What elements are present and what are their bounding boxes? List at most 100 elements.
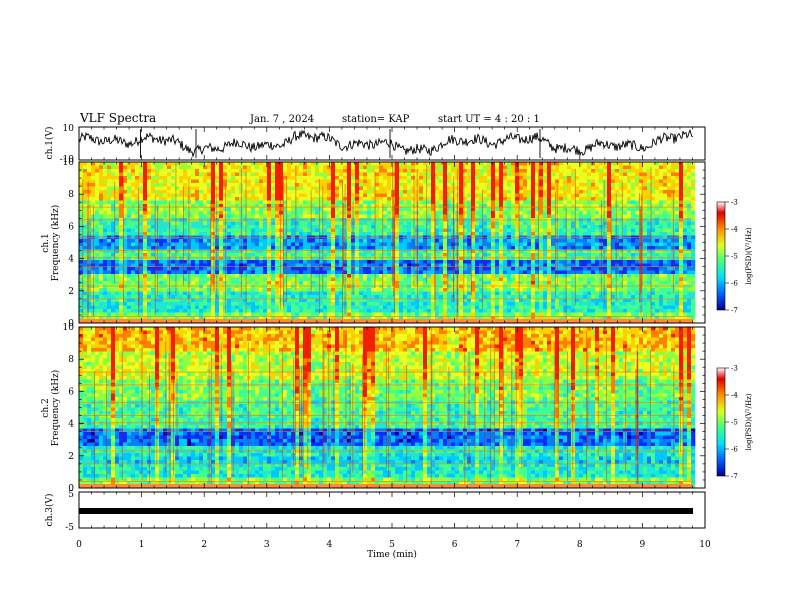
spectrogram-cell bbox=[639, 176, 644, 180]
spectrogram-cell bbox=[543, 249, 548, 254]
spectrogram-cell bbox=[291, 162, 296, 166]
spectrogram-cell bbox=[423, 197, 428, 201]
spectrogram-cell bbox=[371, 204, 376, 208]
spectrogram-cell bbox=[191, 200, 196, 205]
spectrogram-cell bbox=[363, 165, 368, 170]
spectrogram-cell bbox=[531, 232, 536, 236]
spectrogram-cell bbox=[675, 242, 680, 247]
spectrogram-cell bbox=[387, 253, 392, 257]
spectrogram-cell bbox=[463, 179, 468, 184]
spectrogram-cell bbox=[683, 172, 688, 177]
spectrogram-cell bbox=[583, 197, 588, 201]
spectrogram-cell bbox=[247, 179, 252, 184]
spectrogram-cell bbox=[227, 256, 232, 261]
spectrogram-cell bbox=[387, 207, 392, 212]
spectrogram-cell bbox=[467, 179, 472, 184]
spectrogram-cell bbox=[419, 179, 424, 184]
spectrogram-cell bbox=[107, 200, 112, 205]
spectrogram-cell bbox=[287, 214, 292, 219]
spectrogram-cell bbox=[223, 190, 228, 194]
spectrogram-cell bbox=[195, 263, 200, 268]
spectrogram-cell bbox=[407, 249, 412, 254]
spectrogram-cell bbox=[243, 207, 248, 212]
spectrogram-cell bbox=[519, 256, 524, 261]
spectrogram-cell bbox=[151, 239, 156, 243]
spectrogram-cell bbox=[203, 197, 208, 201]
spectrogram-cell bbox=[615, 242, 620, 247]
spectrogram-cell bbox=[283, 172, 288, 177]
spectrogram-cell bbox=[483, 193, 488, 198]
spectrogram-cell bbox=[407, 190, 412, 194]
spectrogram-cell bbox=[355, 267, 360, 271]
spectrogram-cell bbox=[111, 249, 116, 254]
spectrogram-cell bbox=[615, 253, 620, 257]
spectrogram-cell bbox=[267, 225, 272, 229]
spectrogram-cell bbox=[531, 211, 536, 215]
spectrogram-cell bbox=[171, 207, 176, 212]
spectrogram-cell bbox=[179, 225, 184, 229]
spectrogram-cell bbox=[491, 256, 496, 261]
spectrogram-cell bbox=[203, 260, 208, 264]
spectrogram-cell bbox=[159, 193, 164, 198]
spectrogram-cell bbox=[179, 165, 184, 170]
spectrogram-cell bbox=[651, 214, 656, 219]
spectrogram-cell bbox=[399, 186, 404, 191]
spectrogram-cell bbox=[127, 232, 132, 236]
spectrogram-cell bbox=[547, 225, 552, 229]
spectrogram-cell bbox=[411, 267, 416, 271]
spectrogram-cell bbox=[315, 249, 320, 254]
spectrogram-cell bbox=[107, 260, 112, 264]
spectrogram-cell bbox=[607, 263, 612, 268]
spectrogram-cell bbox=[307, 267, 312, 271]
spectrogram-cell bbox=[431, 239, 436, 243]
spectrogram-cell bbox=[531, 183, 536, 187]
spectrogram-cell bbox=[443, 190, 448, 194]
spectrogram-cell bbox=[451, 179, 456, 184]
spectrogram-cell bbox=[483, 249, 488, 254]
spectrogram-cell bbox=[623, 232, 628, 236]
spectrogram-cell bbox=[79, 172, 84, 177]
spectrogram-cell bbox=[675, 172, 680, 177]
spectrogram-cell bbox=[175, 165, 180, 170]
spectrogram-cell bbox=[199, 246, 204, 250]
spectrogram-cell bbox=[287, 242, 292, 247]
spectrogram-cell bbox=[307, 242, 312, 247]
spectrogram-cell bbox=[211, 260, 216, 264]
spectrogram-cell bbox=[511, 204, 516, 208]
spectrogram-cell bbox=[423, 232, 428, 236]
spectrogram-cell bbox=[287, 165, 292, 170]
spectrogram-cell bbox=[523, 228, 528, 233]
spectrogram-cell bbox=[395, 204, 400, 208]
spectrogram-cell bbox=[299, 176, 304, 180]
spectrogram-cell bbox=[447, 162, 452, 166]
spectrogram-cell bbox=[263, 239, 268, 243]
spectrogram-cell bbox=[571, 172, 576, 177]
spectrogram-cell bbox=[631, 253, 636, 257]
spectrogram-cell bbox=[655, 256, 660, 261]
spectrogram-cell bbox=[539, 249, 544, 254]
spectrogram-cell bbox=[607, 179, 612, 184]
spectrogram-cell bbox=[655, 239, 660, 243]
spectrogram-cell bbox=[351, 162, 356, 166]
spectrogram-cell bbox=[399, 214, 404, 219]
spectrogram-cell bbox=[587, 162, 592, 166]
spectrogram-cell bbox=[219, 221, 224, 226]
spectrogram-cell bbox=[423, 165, 428, 170]
spectrogram-cell bbox=[359, 214, 364, 219]
spectrogram-cell bbox=[231, 246, 236, 250]
spectrogram-cell bbox=[323, 256, 328, 261]
spectrogram-cell bbox=[675, 169, 680, 173]
spectrogram-cell bbox=[123, 263, 128, 268]
spectrogram-cell bbox=[219, 214, 224, 219]
spectrogram-cell bbox=[375, 204, 380, 208]
spectrogram-cell bbox=[263, 183, 268, 187]
spectrogram-cell bbox=[167, 239, 172, 243]
spectrogram-cell bbox=[187, 165, 192, 170]
spectrogram-cell bbox=[619, 267, 624, 271]
spectrogram-cell bbox=[171, 183, 176, 187]
spectrogram-cell bbox=[651, 183, 656, 187]
spectrogram-cell bbox=[271, 253, 276, 257]
spectrogram-cell bbox=[399, 270, 404, 275]
spectrogram-cell bbox=[423, 256, 428, 261]
spectrogram-cell bbox=[451, 172, 456, 177]
